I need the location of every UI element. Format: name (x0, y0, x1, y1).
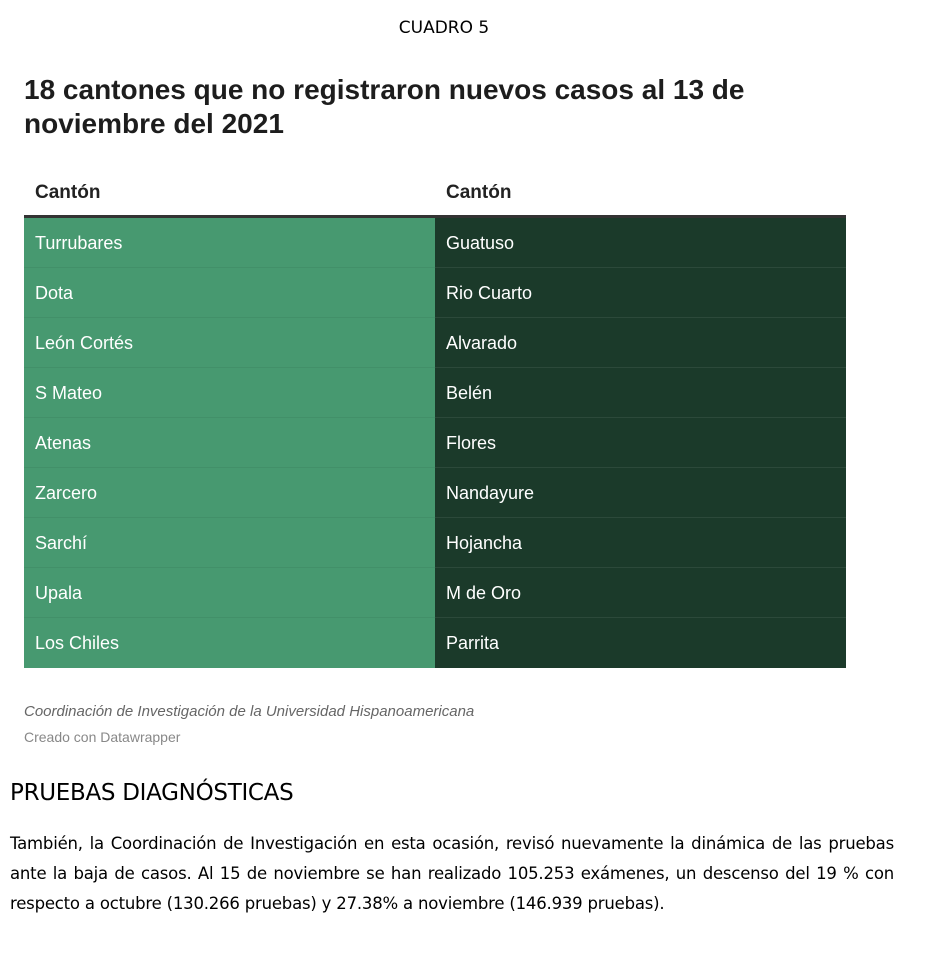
table-body: Turrubares Dota León Cortés S Mateo Aten… (24, 218, 846, 668)
table-cell: Alvarado (435, 318, 846, 368)
table-cell: Rio Cuarto (435, 268, 846, 318)
cantones-table: Cantón Cantón Turrubares Dota León Corté… (24, 170, 846, 668)
figure-label: CUADRO 5 (398, 18, 490, 38)
table-cell: Belén (435, 368, 846, 418)
column-header-right: Cantón (446, 182, 512, 203)
table-cell: Dota (24, 268, 435, 318)
datawrapper-credit[interactable]: Creado con Datawrapper (24, 729, 181, 745)
table-cell: Hojancha (435, 518, 846, 568)
table-cell: S Mateo (24, 368, 435, 418)
body-paragraph: También, la Coordinación de Investigació… (10, 834, 894, 913)
table-cell: Zarcero (24, 468, 435, 518)
table-source: Coordinación de Investigación de la Univ… (24, 703, 475, 720)
table-cell: Guatuso (435, 218, 846, 268)
table-title: 18 cantones que no registraron nuevos ca… (24, 74, 745, 139)
table-column-left: Turrubares Dota León Cortés S Mateo Aten… (24, 218, 435, 668)
table-cell: Turrubares (24, 218, 435, 268)
table-cell: Sarchí (24, 518, 435, 568)
table-cell: Upala (24, 568, 435, 618)
section-heading: PRUEBAS DIAGNÓSTICAS (10, 780, 294, 806)
column-header-left: Cantón (35, 182, 101, 203)
table-cell: Flores (435, 418, 846, 468)
table-cell: León Cortés (24, 318, 435, 368)
table-cell: Parrita (446, 633, 500, 653)
table-cell: Atenas (24, 418, 435, 468)
table-cell: Nandayure (435, 468, 846, 518)
table-cell: M de Oro (435, 568, 846, 618)
table-header-row: Cantón Cantón (24, 170, 846, 218)
table-cell: Los Chiles (35, 633, 120, 653)
table-column-right: Guatuso Rio Cuarto Alvarado Belén Flores… (435, 218, 846, 668)
